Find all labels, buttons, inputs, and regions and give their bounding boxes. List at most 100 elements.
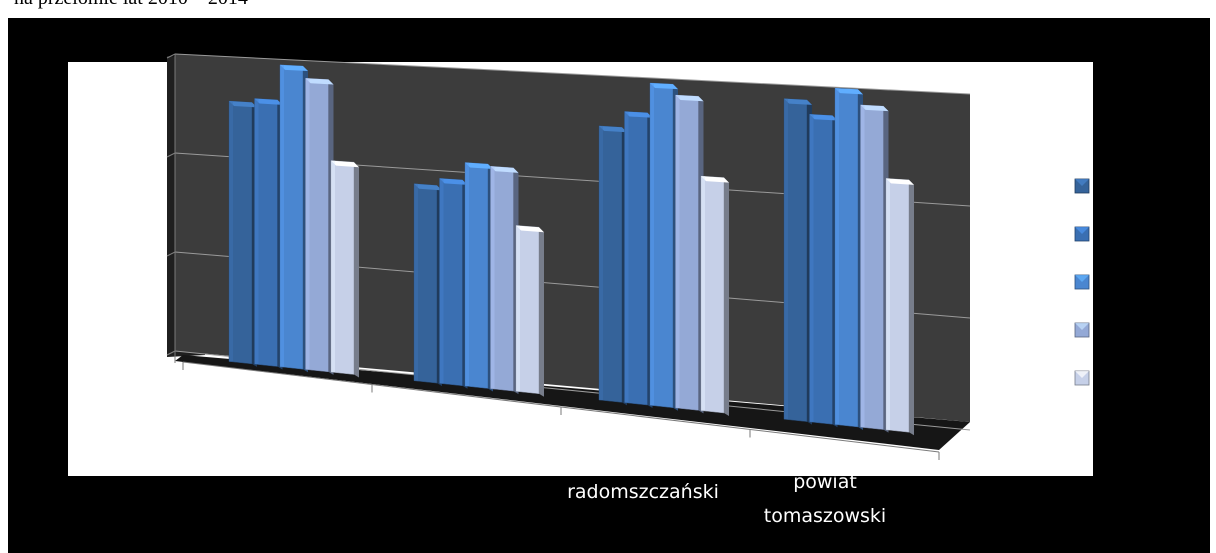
category-labels: piotrkowski powiat radomszczański powiat tom… [383,447,886,527]
bar-highlight [599,125,603,400]
bar-highlight [624,111,629,403]
bar-top [305,78,334,85]
bar [330,160,359,378]
legend-item: Rok 2010 [1074,174,1190,198]
legend-swatch-shine [1075,275,1089,282]
bar-highlight [650,82,654,406]
bar-top [784,98,812,105]
bar [279,64,308,373]
bar [624,111,653,409]
bar [490,166,519,395]
bar-highlight [331,160,335,373]
legend-item: Rok 2012 [1074,270,1190,294]
bar-top [229,100,257,108]
category-label: powiat [793,471,857,493]
bar [860,104,889,433]
y-tick [166,53,176,59]
y-tick [166,350,176,356]
bar [649,82,678,411]
bar-highlight [280,64,284,367]
gridline [174,53,971,95]
bar-highlight [490,166,495,389]
axis-title-fragment: - [36,349,57,356]
bar-highlight [701,176,705,411]
bar-side [539,227,544,397]
bar [809,113,838,428]
chart-legend: Rok 2010 Rok 2011 Rok 2012 Rok 2013 Rok 2014 [1074,174,1190,390]
bar [885,178,914,436]
legend-item: Rok 2013 [1074,318,1190,342]
category-label: tomaszowski [764,505,886,527]
bar [439,178,468,389]
legend-swatch-shine [1075,371,1089,378]
bar [305,78,334,375]
bar [675,94,704,414]
legend-swatch-shine [1075,227,1089,234]
bar-highlight [886,178,890,430]
legend-label: Rok 2014 [1096,366,1190,390]
bar-top [650,82,678,90]
bar [413,183,442,387]
bar [783,98,812,425]
legend-swatch-shine [1075,323,1089,330]
bar-highlight [809,114,814,422]
bar-highlight [784,98,788,420]
bar-top [860,104,889,112]
bar-top [599,125,627,133]
bar [228,100,257,367]
bar-highlight [305,78,310,370]
bar [464,162,493,392]
chart-walls [167,54,970,450]
bar-highlight [439,178,444,384]
bar-highlight [254,98,259,365]
bar-top [414,183,442,191]
bar-highlight [465,162,469,387]
y-tick [166,251,176,257]
legend-item: Rok 2014 [1074,366,1190,390]
bar [254,98,283,370]
axis-title-fragment: - [36,287,57,294]
bar-top [280,64,308,72]
category-label: powiat [611,447,675,469]
bar-highlight [516,225,520,392]
bar [515,225,544,397]
bar-top [835,88,863,95]
bar-top [465,162,493,170]
legend-item: Rok 2011 [1074,222,1190,246]
bar-top [624,111,653,118]
bar-highlight [229,100,233,362]
axis-title-fragment: % [36,197,57,214]
chart-caption: na przełomie lat 2010 – 2014 [14,0,248,10]
bar-top [675,95,704,102]
bar-side [724,177,729,417]
y-tick [166,152,176,158]
bar-top [490,166,519,173]
legend-label: Rok 2010 [1096,174,1190,198]
bar-side [909,179,914,436]
category-label: piotrkowski [383,455,491,477]
floor [175,355,970,450]
chart-bars [228,64,914,436]
legend-label: Rok 2012 [1096,270,1190,294]
bar-top [516,225,544,233]
bar-highlight [414,183,418,381]
bar-top [439,178,468,185]
axis-title-fragments: % - - a [36,197,57,425]
axis-title-fragment: a [36,414,57,425]
bar-highlight [835,88,839,425]
bar-top [809,114,838,121]
bar [598,125,627,406]
bar-highlight [675,95,680,408]
bar-top [254,98,283,105]
bar-top [331,160,359,168]
bar-top [701,176,729,183]
bar-side [354,162,359,378]
bar [834,87,863,430]
bar-top [886,178,914,185]
category-label: radomszczański [567,481,719,503]
back-wall [175,54,970,422]
legend-label: Rok 2011 [1096,222,1190,246]
bar [700,175,729,417]
bar-highlight [860,104,865,428]
